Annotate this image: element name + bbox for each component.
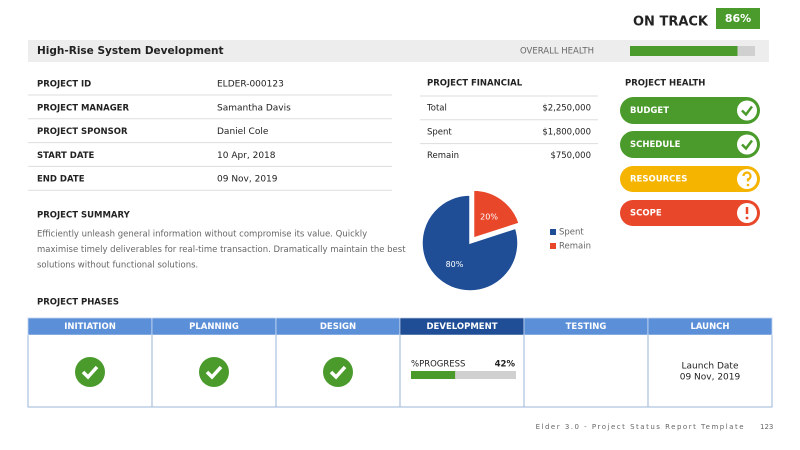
info-label: START DATE xyxy=(37,151,95,161)
phase-name: DEVELOPMENT xyxy=(427,322,498,332)
phase-name: INITIATION xyxy=(64,322,116,332)
progress-track xyxy=(411,371,516,379)
fin-value: $1,800,000 xyxy=(542,127,591,137)
page-number: 123 xyxy=(760,423,773,431)
legend-label: Remain xyxy=(559,242,591,252)
fin-label: Remain xyxy=(427,151,459,161)
phase-name: DESIGN xyxy=(320,322,356,332)
progress-fill xyxy=(411,371,456,379)
pill xyxy=(620,200,760,226)
dot xyxy=(745,216,749,220)
summary-line: Efficiently unleash general information … xyxy=(37,230,367,240)
phase-name: TESTING xyxy=(566,322,607,332)
launch-date: 09 Nov, 2019 xyxy=(680,373,741,383)
info-label: END DATE xyxy=(37,175,85,185)
pill-label: RESOURCES xyxy=(630,175,687,185)
health-label: OVERALL HEALTH xyxy=(520,47,594,57)
icon xyxy=(737,134,757,155)
info-value: Daniel Cole xyxy=(217,127,269,137)
fin-value: $750,000 xyxy=(550,151,591,161)
badge-text: 86% xyxy=(725,12,751,25)
pill xyxy=(620,166,760,192)
fin-label: Spent xyxy=(427,127,452,137)
progress-value: 42% xyxy=(495,360,516,370)
footer-text: Elder 3.0 - Project Status Report Templa… xyxy=(536,423,745,431)
info-label: PROJECT ID xyxy=(37,80,91,90)
check xyxy=(329,365,347,380)
question xyxy=(742,171,752,182)
check xyxy=(205,365,223,380)
check xyxy=(81,365,99,380)
info-label: PROJECT SPONSOR xyxy=(37,127,128,137)
health-items: BUDGET SCHEDULE RESOURCES SCOPE xyxy=(620,97,760,226)
legend-swatch xyxy=(550,243,556,249)
phase-name: LAUNCH xyxy=(690,322,729,332)
pie-label: 20% xyxy=(480,212,498,221)
summary-line: solutions without functional solutions. xyxy=(37,261,198,271)
legend-label: Spent xyxy=(559,228,584,238)
badge xyxy=(716,8,760,29)
pill-label: SCHEDULE xyxy=(630,140,681,150)
info-value: ELDER-000123 xyxy=(217,80,284,90)
pill-label: BUDGET xyxy=(630,106,669,116)
pill xyxy=(620,97,760,124)
legend-swatch xyxy=(550,229,556,235)
check xyxy=(741,139,753,151)
check xyxy=(741,105,753,117)
info-value: 09 Nov, 2019 xyxy=(217,175,278,185)
status: ON TRACK xyxy=(633,15,709,30)
info-value: Samantha Davis xyxy=(217,103,291,113)
fin-label: Total xyxy=(426,104,447,114)
progress-label: %PROGRESS xyxy=(411,360,465,370)
dot xyxy=(746,183,750,187)
phase-name: PLANNING xyxy=(189,322,239,332)
pie-label: 80% xyxy=(446,260,464,269)
financial-title: PROJECT FINANCIAL xyxy=(427,79,523,89)
summary-title: PROJECT SUMMARY xyxy=(37,211,131,221)
summary-line: maximise timely deliverables for real-ti… xyxy=(37,245,406,255)
done-icon xyxy=(75,357,105,387)
pill-label: SCOPE xyxy=(630,209,662,219)
project-title: High-Rise System Development xyxy=(37,45,224,57)
info-label: PROJECT MANAGER xyxy=(37,103,129,113)
phases-title: PROJECT PHASES xyxy=(37,298,119,308)
header-bar xyxy=(28,40,769,62)
pie-slice xyxy=(472,189,521,240)
pie-slice xyxy=(421,194,519,292)
pill xyxy=(620,131,760,158)
fin-value: $2,250,000 xyxy=(542,104,591,114)
phase-header xyxy=(647,317,773,336)
done-icon xyxy=(323,357,353,387)
info-value: 10 Apr, 2018 xyxy=(217,151,276,161)
icon xyxy=(737,100,757,121)
launch-label: Launch Date xyxy=(682,362,739,372)
done-icon xyxy=(199,357,229,387)
health-fill xyxy=(630,46,738,56)
health-title: PROJECT HEALTH xyxy=(625,79,705,89)
